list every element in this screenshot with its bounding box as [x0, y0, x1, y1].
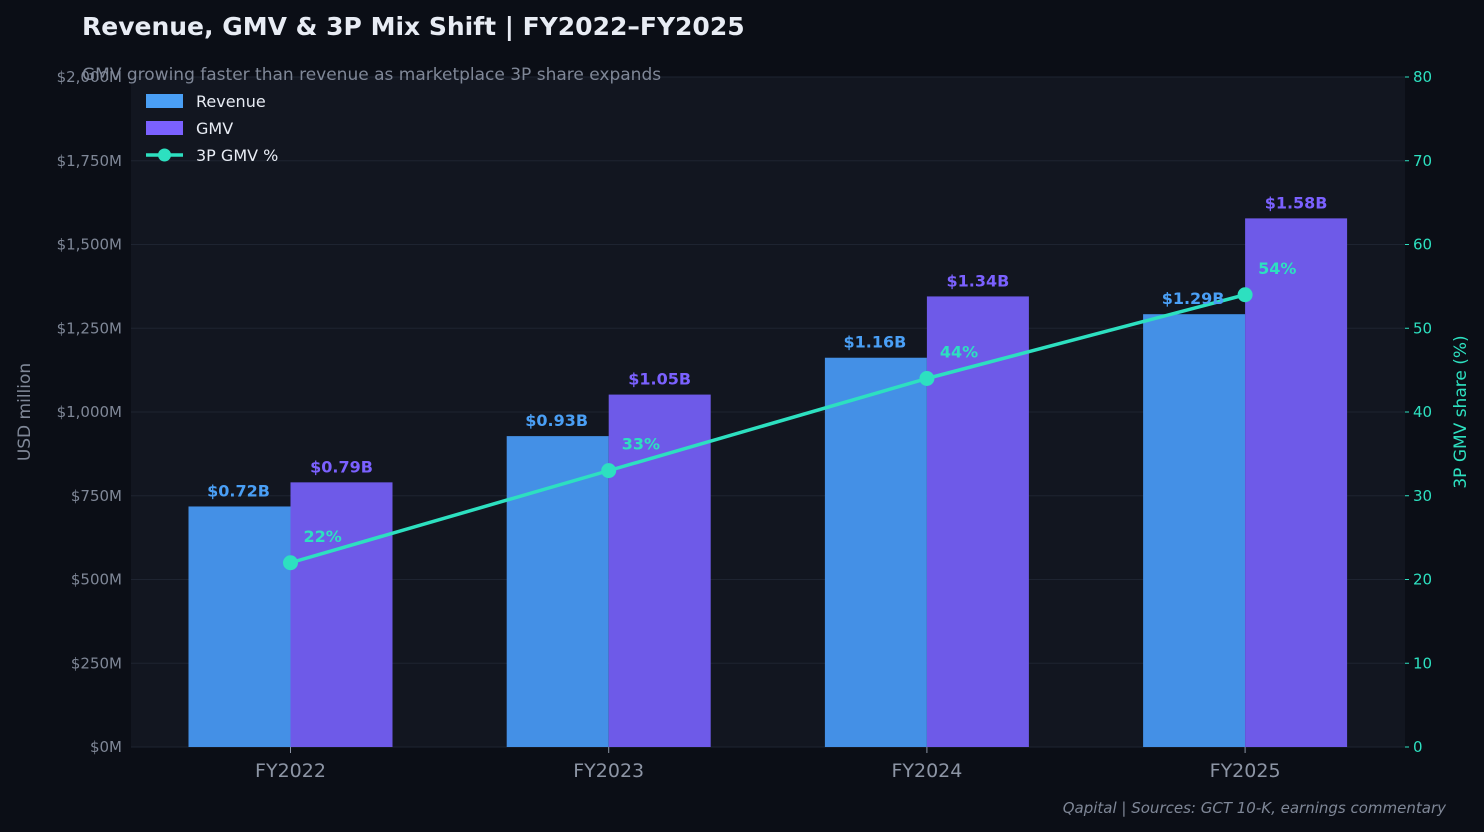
x-tick-label: FY2022 — [255, 760, 326, 782]
y-tick-label-right: 60 — [1413, 236, 1432, 254]
legend: Revenue GMV 3P GMV % — [146, 92, 278, 165]
gmv-bar — [926, 296, 1029, 747]
revenue-bar-label: $1.16B — [843, 333, 906, 352]
x-tick-label: FY2024 — [891, 760, 962, 782]
share-point — [1237, 287, 1253, 303]
source-footer: Qapital | Sources: GCT 10-K, earnings co… — [1063, 799, 1447, 817]
gmv-bar-label: $1.58B — [1265, 193, 1328, 212]
legend-swatch-gmv — [146, 121, 183, 135]
gmv-bar — [1245, 218, 1348, 747]
data-labels: $0.72B $0.93B $1.16B $1.29B $0.79B $1.05B $1.3… — [207, 193, 1327, 545]
y-tick-label-left: $250M — [71, 654, 122, 672]
revenue-bar — [824, 357, 927, 747]
legend-label-revenue: Revenue — [196, 92, 266, 111]
bars — [188, 218, 1348, 747]
gmv-bar — [608, 394, 711, 747]
gmv-bar-label: $1.05B — [628, 370, 691, 389]
y-tick-label-left: $1,000M — [57, 403, 122, 421]
axes: $0M $250M $500M $750M $1,000M $1,250M $1,500M $… — [57, 68, 1433, 782]
legend-label-3p: 3P GMV % — [196, 146, 278, 165]
share-line — [283, 287, 1253, 571]
revenue-bar-label: $1.29B — [1162, 289, 1225, 308]
y-axis-label-left: USD million — [15, 363, 35, 461]
legend-swatch-revenue — [146, 94, 183, 108]
share-point-label: 44% — [940, 343, 978, 362]
y-tick-label-right: 30 — [1413, 487, 1432, 505]
y-tick-label-right: 50 — [1413, 319, 1432, 337]
y-tick-label-right: 0 — [1413, 738, 1423, 756]
gmv-bar — [290, 482, 393, 747]
share-point-label: 22% — [304, 527, 342, 546]
gmv-bar-label: $0.79B — [310, 457, 373, 476]
revenue-bar — [506, 436, 609, 747]
gmv-bar-label: $1.34B — [946, 271, 1009, 290]
y-tick-label-left: $2,000M — [57, 68, 122, 86]
share-point — [601, 463, 617, 479]
revenue-bar-label: $0.72B — [207, 481, 270, 500]
chart-subtitle: GMV growing faster than revenue as marke… — [82, 65, 661, 85]
revenue-bar — [188, 506, 291, 747]
revenue-bar — [1143, 314, 1246, 747]
y-tick-label-right: 70 — [1413, 152, 1432, 170]
x-tick-label: FY2025 — [1210, 760, 1281, 782]
revenue-bar-label: $0.93B — [525, 411, 588, 430]
y-axis-label-right: 3P GMV share (%) — [1451, 335, 1471, 488]
y-tick-label-left: $1,250M — [57, 319, 122, 337]
share-point — [283, 555, 298, 571]
y-tick-label-left: $750M — [71, 487, 122, 505]
share-point-label: 54% — [1258, 259, 1296, 278]
y-tick-label-left: $0M — [90, 738, 122, 756]
legend-swatch-3p-marker — [158, 148, 171, 162]
x-tick-label: FY2023 — [573, 760, 644, 782]
y-tick-label-left: $1,500M — [57, 236, 122, 254]
y-tick-label-right: 20 — [1413, 571, 1432, 589]
y-tick-label-right: 40 — [1413, 403, 1432, 421]
y-tick-label-right: 10 — [1413, 654, 1432, 672]
share-point — [919, 371, 935, 386]
legend-label-gmv: GMV — [196, 119, 233, 138]
y-tick-label-right: 80 — [1413, 68, 1432, 86]
y-tick-label-left: $500M — [71, 571, 122, 589]
y-tick-label-left: $1,750M — [57, 152, 122, 170]
chart-title: Revenue, GMV & 3P Mix Shift | FY2022–FY2… — [82, 12, 745, 41]
share-point-label: 33% — [622, 435, 660, 454]
share-line-path — [290, 293, 1246, 565]
